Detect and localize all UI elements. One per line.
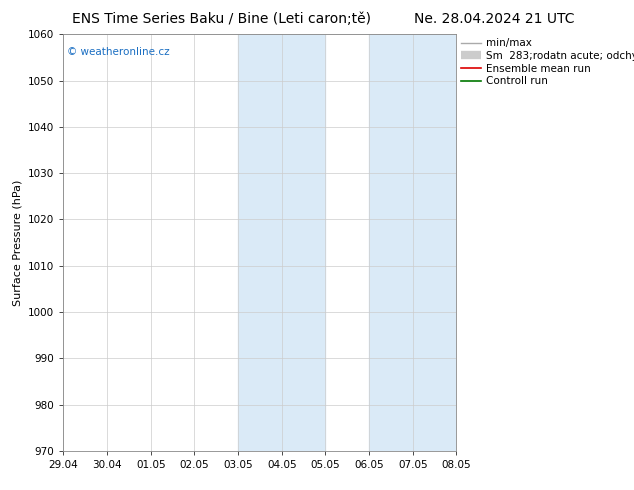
Text: © weatheronline.cz: © weatheronline.cz bbox=[67, 47, 170, 57]
Bar bbox=[238, 34, 325, 451]
Text: Ne. 28.04.2024 21 UTC: Ne. 28.04.2024 21 UTC bbox=[414, 12, 575, 26]
Legend: min/max, Sm  283;rodatn acute; odchylka, Ensemble mean run, Controll run: min/max, Sm 283;rodatn acute; odchylka, … bbox=[456, 34, 634, 91]
Y-axis label: Surface Pressure (hPa): Surface Pressure (hPa) bbox=[13, 179, 23, 306]
Bar bbox=[369, 34, 456, 451]
Text: ENS Time Series Baku / Bine (Leti caron;tě): ENS Time Series Baku / Bine (Leti caron;… bbox=[72, 12, 372, 26]
